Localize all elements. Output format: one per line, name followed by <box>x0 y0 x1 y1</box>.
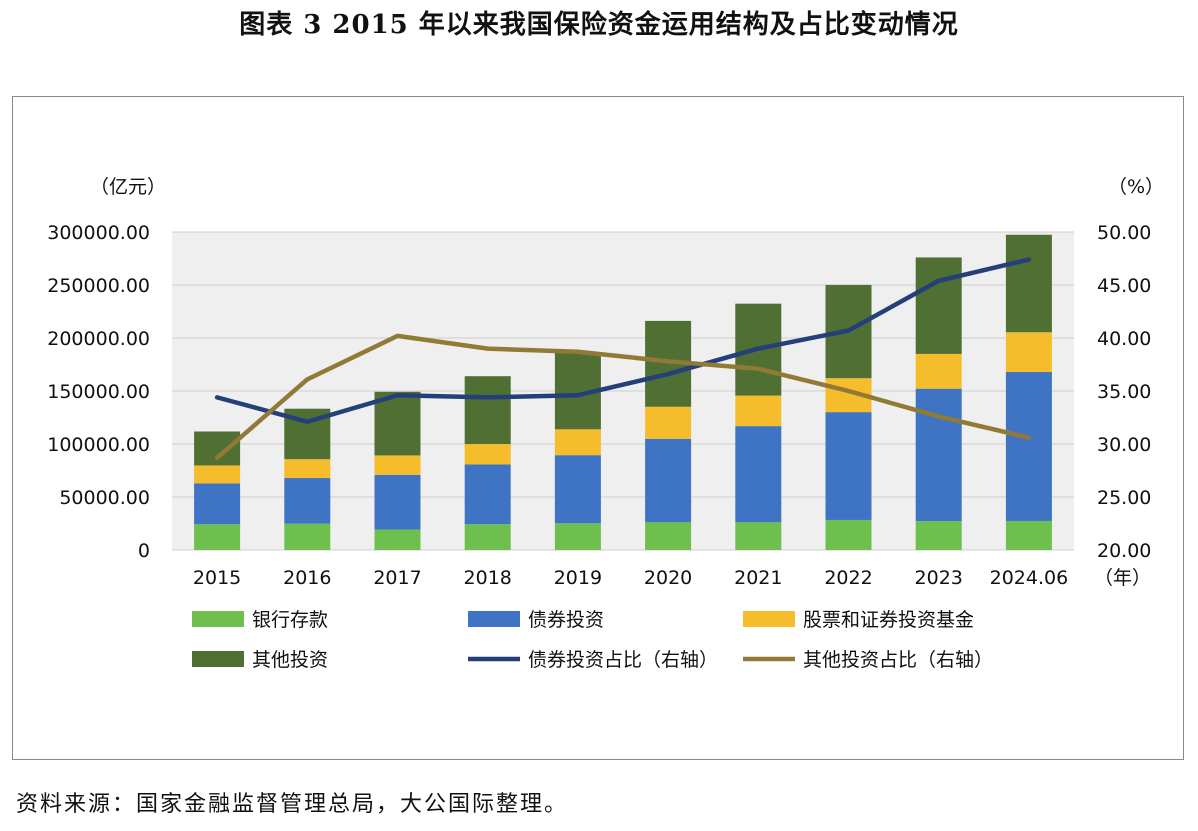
legend-label: 股票和证券投资基金 <box>803 609 974 631</box>
bar-segment <box>284 459 331 479</box>
legend-label: 其他投资 <box>252 649 328 671</box>
legend-swatch <box>192 651 244 667</box>
x-tick-label: 2015 <box>193 567 241 589</box>
bar-segment <box>284 478 331 524</box>
bar-segment <box>915 353 962 389</box>
y-right-tick-label: 20.00 <box>1097 540 1151 562</box>
bar-segment <box>735 522 782 550</box>
legend-swatch <box>468 611 520 627</box>
bar-segment <box>194 524 241 550</box>
bar-segment <box>554 429 601 456</box>
y-right-tick-label: 30.00 <box>1097 434 1151 456</box>
y-left-tick-label: 200000.00 <box>47 328 150 350</box>
chart-title: 图表 3 2015 年以来我国保险资金运用结构及占比变动情况 <box>239 10 959 40</box>
y-right-tick-label: 35.00 <box>1097 381 1151 403</box>
legend-label: 债券投资占比（右轴） <box>528 649 718 671</box>
bar-segment <box>374 474 421 530</box>
bar-segment <box>464 376 511 445</box>
x-tick-label: 2017 <box>373 567 421 589</box>
x-tick-label: 2016 <box>283 567 331 589</box>
chart-svg: 0 50000.00 100000.00 150000.00 200000.00 2500… <box>47 176 1164 671</box>
legend-swatch <box>743 611 795 627</box>
legend-label: 债券投资 <box>528 609 604 631</box>
y-right-unit: （%） <box>1108 176 1164 198</box>
bar-segment <box>374 455 421 475</box>
bar-segment <box>735 426 782 523</box>
bar-segment <box>915 257 962 354</box>
x-tick-label: 2021 <box>734 567 782 589</box>
bar-segment <box>374 529 421 550</box>
bar-segment <box>194 431 241 466</box>
bar-segment <box>194 465 241 484</box>
bar-segment <box>1005 332 1052 373</box>
series-line <box>214 257 1032 424</box>
y-left-tick-label: 0 <box>138 540 150 562</box>
x-unit: （年） <box>1094 567 1151 589</box>
bar-segment <box>374 391 421 456</box>
y-right-tick-label: 25.00 <box>1097 487 1151 509</box>
y-left-tick-label: 50000.00 <box>59 487 150 509</box>
bar-segment <box>464 464 511 525</box>
y-left-tick-label: 100000.00 <box>47 434 150 456</box>
bar-segment <box>825 519 872 550</box>
y-right-tick-label: 50.00 <box>1097 222 1151 244</box>
bar-segment <box>1005 234 1052 333</box>
y-left-tick-label: 300000.00 <box>47 222 150 244</box>
x-tick-label: 2024.06 <box>990 567 1069 589</box>
legend-label: 其他投资占比（右轴） <box>803 649 993 671</box>
y-left-tick-label: 250000.00 <box>47 275 150 297</box>
x-tick-label: 2019 <box>554 567 602 589</box>
source-note: 资料来源：国家金融监督管理总局，大公国际整理。 <box>16 792 569 817</box>
x-tick-label: 2018 <box>464 567 512 589</box>
bar-segment <box>915 388 962 522</box>
bar-segment <box>645 438 692 523</box>
bar-segment <box>554 455 601 524</box>
y-left-tick-label: 150000.00 <box>47 381 150 403</box>
bar-segment <box>1005 520 1052 550</box>
y-left-unit: （亿元） <box>90 176 166 198</box>
bar-segment <box>464 444 511 465</box>
y-right-tick-label: 40.00 <box>1097 328 1151 350</box>
bar-segment <box>645 522 692 550</box>
bar-segment <box>284 523 331 550</box>
bar-segment <box>464 524 511 550</box>
bar-segment <box>825 412 872 520</box>
x-tick-label: 2020 <box>644 567 692 589</box>
bar-segment <box>645 406 692 439</box>
x-tick-label: 2023 <box>915 567 963 589</box>
legend-swatch <box>192 611 244 627</box>
bar-segment <box>915 521 962 550</box>
bar-segment <box>1005 372 1052 521</box>
y-right-tick-label: 45.00 <box>1097 275 1151 297</box>
bar-segment <box>735 395 782 427</box>
bar-segment <box>554 523 601 550</box>
x-tick-label: 2022 <box>824 567 872 589</box>
series-line <box>214 333 1032 461</box>
legend-label: 银行存款 <box>252 609 328 631</box>
bar-segment <box>194 483 241 525</box>
